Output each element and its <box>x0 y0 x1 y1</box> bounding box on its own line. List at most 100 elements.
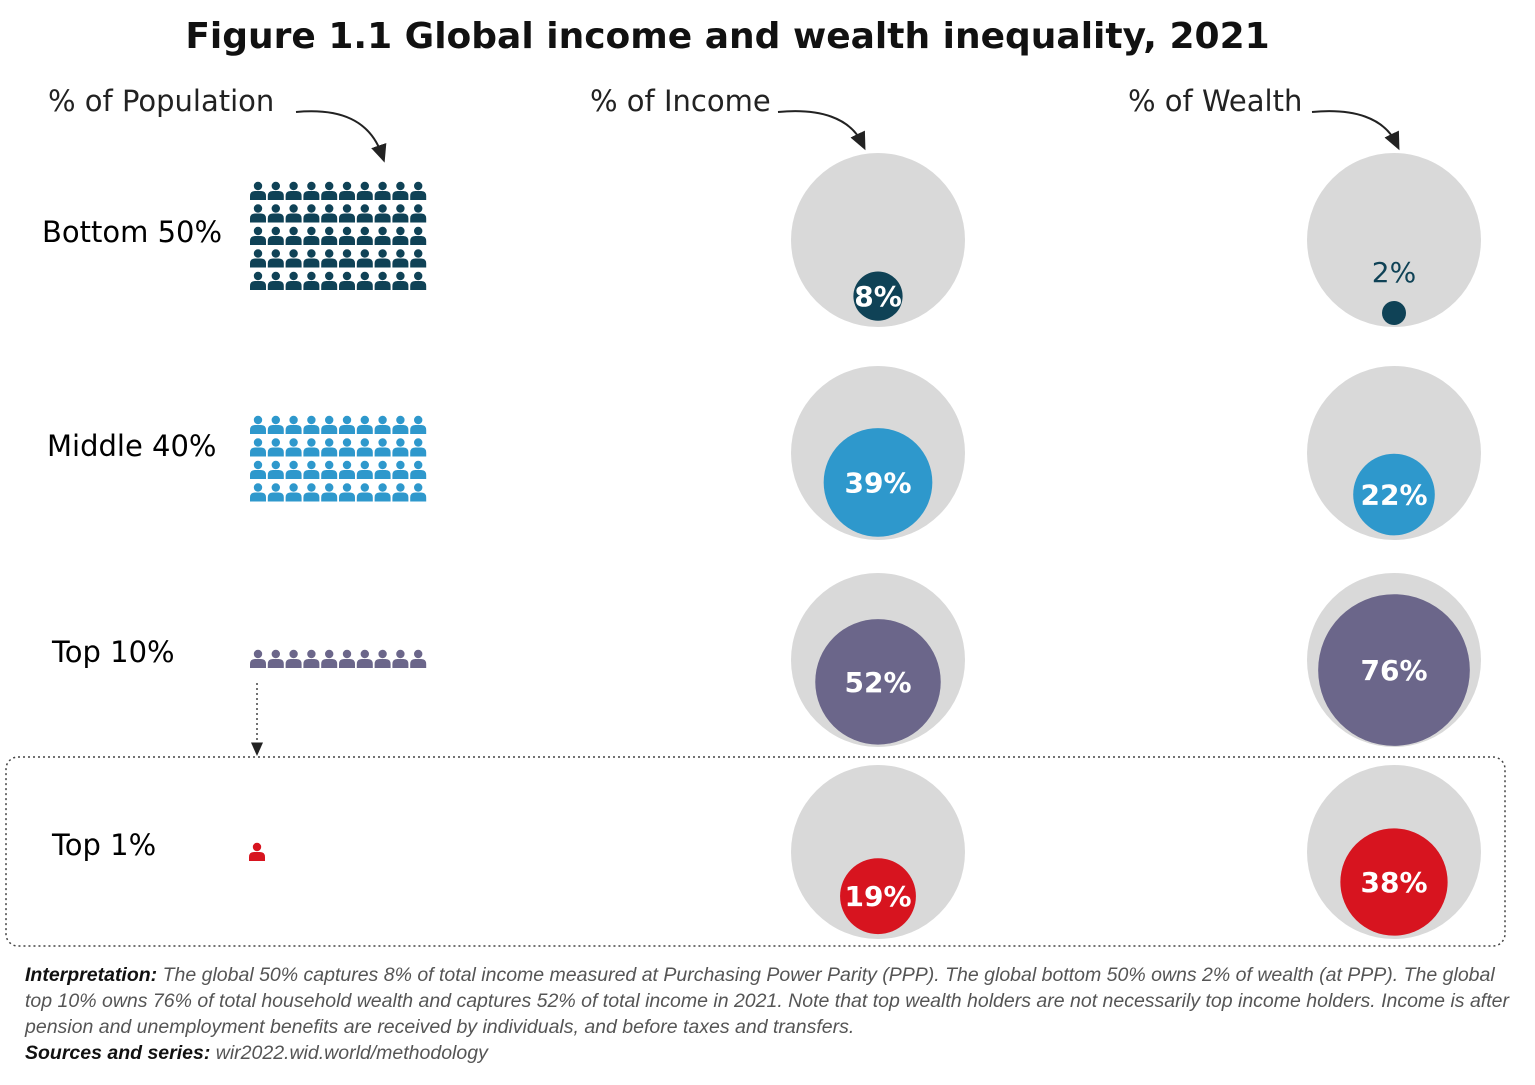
person-icon <box>374 460 391 479</box>
person-icon <box>267 415 284 434</box>
wealth-share-label: 76% <box>1360 654 1427 687</box>
person-icon <box>267 226 284 245</box>
person-icon <box>250 438 266 457</box>
wealth-share-label: 2% <box>1372 256 1416 289</box>
person-icon <box>356 226 373 245</box>
person-icon <box>392 204 409 223</box>
person-icon <box>410 460 427 479</box>
person-icon <box>321 483 338 502</box>
person-icon <box>374 226 391 245</box>
person-icon <box>321 181 338 200</box>
top-1-highlight-box <box>5 756 1506 947</box>
person-icon <box>267 438 284 457</box>
income-share-circle <box>815 619 941 745</box>
person-icon <box>250 483 266 502</box>
person-icon <box>250 649 266 668</box>
person-icon <box>356 438 373 457</box>
person-icon <box>374 649 391 668</box>
person-icon <box>267 249 284 268</box>
person-icon <box>285 415 302 434</box>
interpretation-label: Interpretation: <box>25 964 158 986</box>
person-icon <box>339 204 355 223</box>
person-icon <box>410 181 427 200</box>
person-icon <box>267 460 284 479</box>
person-icon <box>303 249 320 268</box>
person-icon <box>303 204 320 223</box>
person-icon <box>392 271 409 290</box>
wealth-share-circle <box>1340 828 1448 936</box>
person-icon <box>356 249 373 268</box>
person-icon <box>267 271 284 290</box>
person-icon <box>374 415 391 434</box>
person-icon <box>321 204 338 223</box>
person-icon <box>392 226 409 245</box>
person-icon <box>339 181 355 200</box>
person-icon <box>285 271 302 290</box>
person-icon <box>374 271 391 290</box>
person-icon <box>410 438 427 457</box>
group-label-middle-40: Middle 40% <box>47 429 217 463</box>
person-icon <box>374 483 391 502</box>
person-icon <box>285 204 302 223</box>
population-arrow <box>295 110 387 163</box>
person-icon <box>410 226 427 245</box>
person-icon <box>267 649 284 668</box>
person-icon <box>303 483 320 502</box>
person-icon <box>321 649 338 668</box>
income-share-circle <box>840 858 916 935</box>
person-icon <box>356 460 373 479</box>
person-icon <box>392 415 409 434</box>
person-icon <box>321 226 338 245</box>
person-icon <box>392 249 409 268</box>
person-icon <box>267 181 284 200</box>
wealth-total-circle <box>1307 366 1481 540</box>
person-icon <box>285 438 302 457</box>
wealth-header: % of Wealth <box>1128 84 1303 118</box>
person-icon <box>410 649 427 668</box>
wealth-share-label: 22% <box>1360 479 1427 512</box>
figure-title: Figure 1.1 Global income and wealth ineq… <box>185 16 1270 57</box>
person-icon <box>249 842 265 861</box>
person-icon <box>356 181 373 200</box>
person-icon <box>303 438 320 457</box>
person-icon <box>374 438 391 457</box>
wealth-share-circle <box>1318 594 1470 746</box>
person-icon <box>339 438 355 457</box>
person-icon <box>303 460 320 479</box>
group-label-bottom-50: Bottom 50% <box>42 215 223 249</box>
group-label-top-1: Top 1% <box>52 828 157 862</box>
person-icon <box>339 249 355 268</box>
person-icon <box>392 438 409 457</box>
wealth-share-circle <box>1382 301 1406 325</box>
income-share-label: 8% <box>854 280 902 313</box>
person-icon <box>374 249 391 268</box>
person-icon <box>267 483 284 502</box>
income-header: % of Income <box>590 84 771 118</box>
sources-link[interactable]: wir2022.wid.world/methodology <box>210 1042 488 1064</box>
footer-note: Interpretation: The global 50% captures … <box>25 962 1525 1066</box>
sources-label: Sources and series: <box>25 1042 211 1064</box>
wealth-share-circle <box>1353 453 1435 536</box>
income-arrow <box>777 110 866 151</box>
income-share-label: 19% <box>844 880 911 913</box>
group-label-top-10: Top 10% <box>52 635 175 669</box>
person-icon <box>250 226 266 245</box>
income-total-circle <box>791 153 965 327</box>
income-share-circle <box>823 428 933 537</box>
person-icon <box>285 649 302 668</box>
person-icon <box>285 181 302 200</box>
person-icon <box>356 483 373 502</box>
population-header: % of Population <box>48 84 275 118</box>
income-share-label: 52% <box>844 666 911 699</box>
person-icon <box>410 204 427 223</box>
person-icon <box>392 460 409 479</box>
person-icon <box>250 460 266 479</box>
wealth-total-circle <box>1307 153 1481 327</box>
person-icon <box>321 460 338 479</box>
person-icon <box>285 483 302 502</box>
person-icon <box>374 181 391 200</box>
person-icon <box>339 649 355 668</box>
person-icon <box>410 249 427 268</box>
person-icon <box>303 226 320 245</box>
